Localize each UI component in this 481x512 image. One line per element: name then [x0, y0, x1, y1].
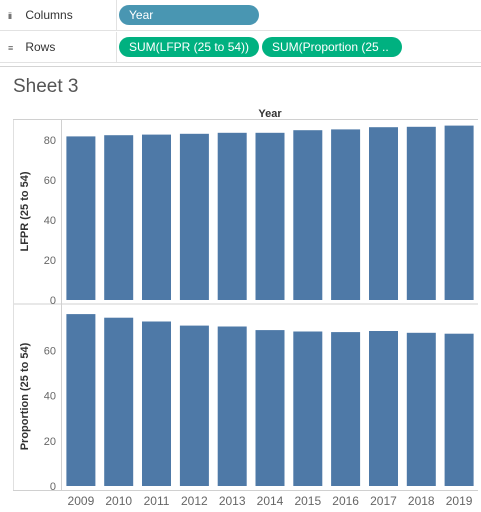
columns-label: Columns: [25, 8, 73, 22]
pane0-ytick-1: 20: [44, 255, 56, 267]
pane0-ytick-0: 0: [50, 295, 56, 307]
pane1-bar-2018: [406, 332, 436, 486]
columns-shelf-label: iii Columns: [0, 0, 117, 30]
rows-label: Rows: [25, 40, 56, 54]
pane0-bar-2011: [142, 134, 171, 300]
rows-shelf-label: ≡ Rows: [0, 32, 117, 62]
pane0-bar-2010: [104, 135, 134, 300]
pane1-bar-2019: [444, 333, 474, 486]
xtick-2009: 2009: [68, 494, 95, 508]
year-pill[interactable]: Year: [119, 5, 259, 25]
xtick-2013: 2013: [219, 494, 246, 508]
columns-shelf: iii Columns Year: [0, 0, 481, 31]
pane1-bar-2011: [142, 321, 171, 486]
xtick-2015: 2015: [294, 494, 321, 508]
pane1-bar-2010: [104, 317, 134, 486]
rows-icon: ≡: [8, 43, 13, 53]
rows-shelf: ≡ Rows SUM(LFPR (25 to 54)) SUM(Proporti…: [0, 32, 481, 63]
pane0-bar-2015: [293, 130, 323, 300]
pane0-bar-2016: [331, 129, 361, 300]
xtick-2012: 2012: [181, 494, 208, 508]
pane0-bar-2009: [66, 136, 96, 300]
sheet-title: Sheet 3: [13, 76, 79, 97]
pane0-ylabel: LFPR (25 to 54): [19, 171, 31, 251]
pane1-ytick-2: 40: [44, 391, 56, 403]
pane1-bar-2015: [293, 331, 323, 486]
pane1-bar-2014: [255, 330, 285, 486]
pane1-bar-2009: [66, 314, 96, 486]
xtick-2016: 2016: [332, 494, 359, 508]
column-header-title: Year: [258, 108, 282, 120]
xtick-2011: 2011: [144, 494, 170, 508]
pane1-bar-2017: [369, 331, 398, 486]
pane0-bar-2019: [444, 125, 474, 300]
pane0-ytick-3: 60: [44, 175, 56, 187]
pane0-ytick-4: 80: [44, 135, 56, 147]
lfpr-pill[interactable]: SUM(LFPR (25 to 54)): [119, 37, 259, 57]
pane1-ylabel: Proportion (25 to 54): [19, 342, 31, 450]
xtick-2017: 2017: [370, 494, 397, 508]
pane0-bar-2017: [369, 127, 398, 300]
pane0-ytick-2: 40: [44, 215, 56, 227]
columns-icon: iii: [8, 11, 12, 21]
xtick-2018: 2018: [408, 494, 435, 508]
pane1-bar-2016: [331, 332, 361, 486]
xtick-2019: 2019: [446, 494, 473, 508]
pane0-bar-2013: [217, 132, 247, 300]
xtick-2014: 2014: [257, 494, 284, 508]
pane0-bar-2012: [179, 133, 209, 300]
pane0-bar-2018: [406, 126, 436, 300]
pane0-bar-2014: [255, 132, 285, 300]
pane1-ytick-1: 20: [44, 436, 56, 448]
pane1-bar-2013: [217, 326, 247, 486]
pane1-ytick-3: 60: [44, 345, 56, 357]
pane1-ytick-0: 0: [50, 481, 56, 493]
proportion-pill[interactable]: SUM(Proportion (25 ..: [262, 37, 402, 57]
pane1-bar-2012: [179, 325, 209, 486]
xtick-2010: 2010: [105, 494, 132, 508]
